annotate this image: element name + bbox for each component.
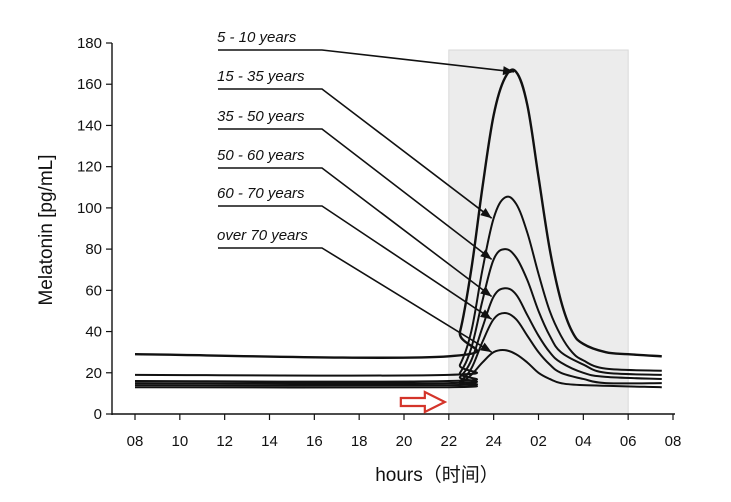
legend-label: over 70 years bbox=[217, 227, 308, 244]
series-line bbox=[134, 312, 662, 387]
callout-arrowhead bbox=[480, 309, 492, 320]
legend-label: 35 - 50 years bbox=[217, 108, 305, 125]
x-tick-label: 12 bbox=[216, 433, 233, 450]
legend-label: 5 - 10 years bbox=[217, 29, 297, 46]
callout-line bbox=[218, 88, 493, 219]
callout-arrowhead bbox=[502, 66, 515, 76]
x-tick-label: 18 bbox=[351, 433, 368, 450]
x-tick-label: 22 bbox=[440, 433, 457, 450]
x-tick-label: 20 bbox=[396, 433, 413, 450]
legend-label: 50 - 60 years bbox=[217, 147, 305, 164]
callout-line bbox=[218, 205, 493, 320]
y-tick-label: 80 bbox=[85, 241, 102, 258]
y-tick-label: 180 bbox=[77, 35, 102, 52]
y-tick-label: 40 bbox=[85, 324, 102, 341]
x-tick-label: 08 bbox=[127, 433, 144, 450]
callout-line bbox=[218, 167, 493, 298]
y-tick-label: 60 bbox=[85, 282, 102, 299]
callout-line bbox=[218, 49, 515, 73]
x-tick-label: 16 bbox=[306, 433, 323, 450]
series-line bbox=[134, 195, 662, 377]
callout-arrowhead bbox=[480, 249, 492, 260]
callout-arrowhead bbox=[480, 207, 492, 219]
series-line bbox=[134, 348, 662, 389]
callout-arrowhead bbox=[480, 286, 492, 297]
y-tick-label: 120 bbox=[77, 159, 102, 176]
callout-line bbox=[218, 128, 493, 261]
red-arrow-icon bbox=[399, 390, 448, 414]
legend-callouts: 5 - 10 years 15 - 35 years 35 - 50 years 50… bbox=[217, 29, 515, 353]
y-tick-label: 20 bbox=[85, 365, 102, 382]
series-group bbox=[134, 68, 662, 389]
legend-label: 15 - 35 years bbox=[217, 68, 305, 85]
x-tick-label: 06 bbox=[620, 433, 637, 450]
y-tick-label: 160 bbox=[77, 76, 102, 93]
series-line bbox=[134, 248, 662, 383]
y-tick-label: 140 bbox=[77, 117, 102, 134]
x-tick-label: 14 bbox=[261, 433, 278, 450]
callout-arrowhead bbox=[479, 342, 492, 353]
x-axis-title: hours（时间） bbox=[375, 464, 499, 486]
night-arrow-icon bbox=[399, 390, 448, 414]
y-axis-title: Melatonin [pg/mL] bbox=[36, 154, 57, 305]
series-line bbox=[134, 68, 662, 359]
x-tick-label: 24 bbox=[485, 433, 502, 450]
x-tick-label: 10 bbox=[171, 433, 188, 450]
series-line bbox=[134, 287, 662, 385]
x-tick-label: 04 bbox=[575, 433, 592, 450]
legend-label: 60 - 70 years bbox=[217, 185, 305, 202]
x-tick-label: 08 bbox=[665, 433, 682, 450]
y-tick-label: 0 bbox=[94, 406, 102, 423]
y-tick-label: 100 bbox=[77, 200, 102, 217]
callout-line bbox=[218, 247, 493, 353]
x-tick-label: 02 bbox=[530, 433, 547, 450]
